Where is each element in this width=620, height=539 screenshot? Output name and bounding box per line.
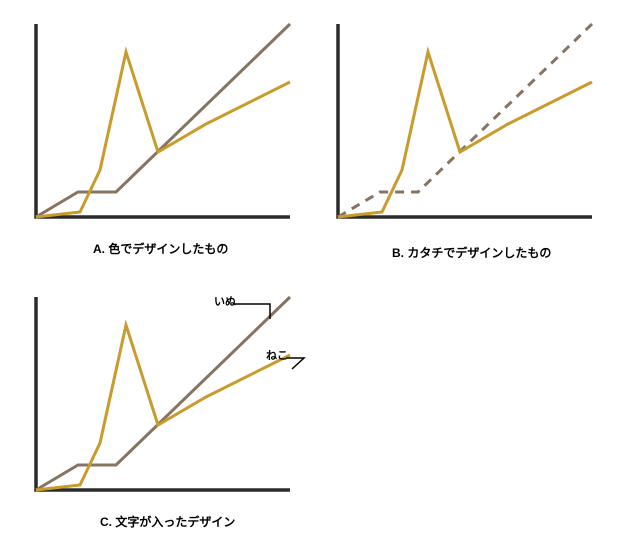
caption-a: A. 色でデザインしたもの — [93, 240, 228, 257]
series-2-line — [36, 52, 290, 217]
label-2-text: ねこ — [266, 349, 288, 362]
chart-c: いぬ ねこ — [18, 285, 318, 510]
axes — [36, 24, 290, 217]
caption-b: B. カタチでデザインしたもの — [392, 244, 551, 261]
series-1-line — [338, 24, 592, 217]
label-1-text: いぬ — [214, 295, 236, 308]
series-2-line — [338, 52, 592, 217]
label-leader-2 — [286, 358, 304, 369]
axes — [36, 297, 290, 490]
panel-c: いぬ ねこ — [18, 285, 318, 510]
caption-c: C. 文字が入ったデザイン — [100, 513, 235, 530]
panel-a — [18, 12, 298, 237]
label-leader-1 — [233, 304, 270, 319]
series-1-line — [36, 297, 290, 490]
page: A. 色でデザインしたもの B. カタチでデザインしたもの いぬ ねこ C. 文… — [0, 0, 620, 539]
axes — [338, 24, 592, 217]
panel-b — [320, 12, 600, 237]
chart-b — [320, 12, 600, 237]
axis-path — [36, 297, 290, 490]
series-2-line — [36, 325, 290, 490]
series-1-line — [36, 24, 290, 217]
chart-a — [18, 12, 298, 237]
axis-path — [36, 24, 290, 217]
axis-path — [338, 24, 592, 217]
